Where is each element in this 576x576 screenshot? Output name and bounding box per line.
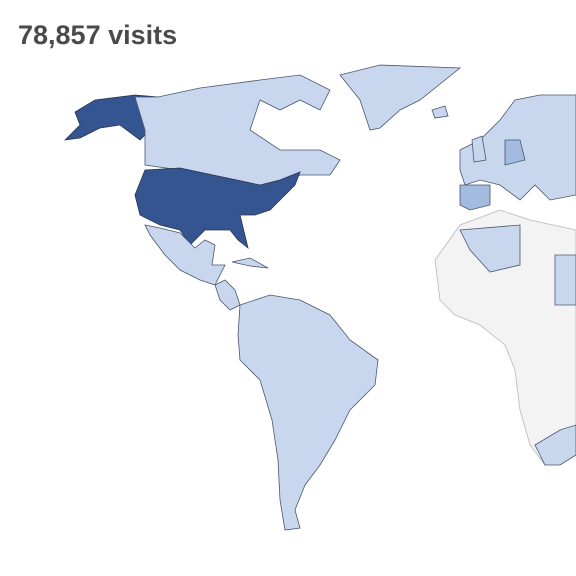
uk xyxy=(471,135,487,163)
iceland xyxy=(431,105,449,119)
cuba xyxy=(231,257,269,269)
egypt xyxy=(554,254,576,306)
usa xyxy=(134,167,301,250)
germany xyxy=(504,139,526,166)
algeria xyxy=(459,224,521,273)
south-america xyxy=(237,294,379,531)
iberia xyxy=(459,184,491,211)
south-africa xyxy=(534,424,576,466)
greenland xyxy=(339,64,462,131)
visits-title: 78,857 visits xyxy=(18,20,178,50)
mexico xyxy=(144,224,226,286)
africa xyxy=(434,209,576,466)
central-america xyxy=(214,279,241,311)
